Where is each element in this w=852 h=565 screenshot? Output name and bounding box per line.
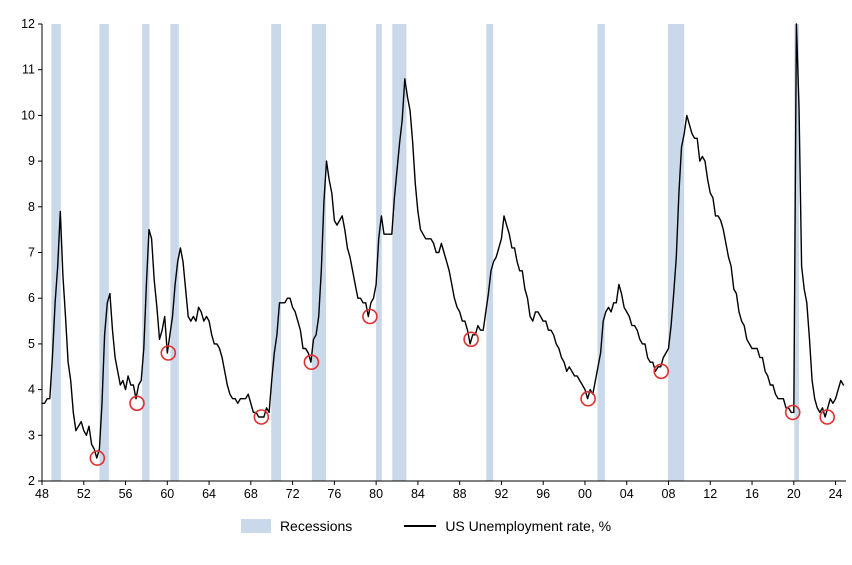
x-tick-label: 24 [829,487,843,501]
y-tick-label: 11 [22,63,35,77]
y-tick-label: 9 [28,154,35,168]
y-tick-label: 12 [21,17,35,31]
legend-item-unemployment: US Unemployment rate, % [404,518,611,534]
y-tick-label: 4 [28,383,35,397]
recession-band [311,24,326,481]
legend-recessions-label: Recessions [279,518,353,534]
recession-band [99,24,109,481]
x-tick-label: 68 [244,487,258,501]
recession-band [794,24,799,481]
recession-band [51,24,61,481]
trough-marker [819,409,836,425]
y-tick-label: 10 [21,108,35,122]
x-tick-label: 60 [160,487,174,501]
legend-series-label: US Unemployment rate, % [445,518,612,534]
trough-marker [160,345,177,361]
y-tick-label: 8 [28,200,35,214]
legend: Recessions US Unemployment rate, % [0,518,852,534]
trough-marker [580,390,596,407]
x-tick-label: 76 [327,487,341,501]
unemployment-line [41,23,845,459]
recession-band [376,24,382,481]
recession-band [142,24,150,481]
x-tick-label: 88 [453,487,467,501]
y-tick-label: 7 [28,246,35,260]
legend-item-recessions: Recessions [240,518,353,534]
recession-band [170,24,179,481]
recession-band [597,24,605,481]
x-tick-label: 20 [787,487,801,501]
line-swatch [404,525,437,527]
x-tick-label: 72 [286,487,300,501]
recession-band [486,24,494,481]
trough-marker [129,395,145,412]
trough-marker [303,354,320,371]
trough-marker [362,308,378,325]
x-tick-label: 12 [703,487,717,501]
trough-marker [253,409,270,425]
x-tick-label: 92 [494,487,508,501]
x-tick-label: 00 [578,487,592,501]
trough-marker [89,450,106,466]
x-tick-label: 52 [77,487,91,501]
y-tick-label: 3 [28,428,35,442]
recession-band [271,24,282,481]
trough-marker [784,404,801,421]
recession-swatch [240,519,271,533]
x-tick-label: 56 [119,487,133,501]
x-tick-label: 16 [745,487,759,501]
trough-marker [653,363,670,380]
x-tick-label: 64 [202,487,216,501]
x-tick-label: 04 [620,487,634,501]
unemployment-chart: 2 3 4 5 6 7 8 9 10 11 12 48 52 56 60 64 68 72 76 80 84 88 92 96… [0,17,852,534]
y-tick-label: 2 [28,474,35,488]
trough-marker [463,331,479,348]
x-tick-label: 96 [536,487,550,501]
y-tick-label: 6 [28,291,35,305]
x-tick-label: 84 [411,487,425,501]
x-tick-label: 48 [35,487,49,501]
x-tick-label: 80 [369,487,383,501]
x-tick-label: 08 [662,487,676,501]
recession-band [392,24,407,481]
y-tick-label: 5 [28,337,35,351]
